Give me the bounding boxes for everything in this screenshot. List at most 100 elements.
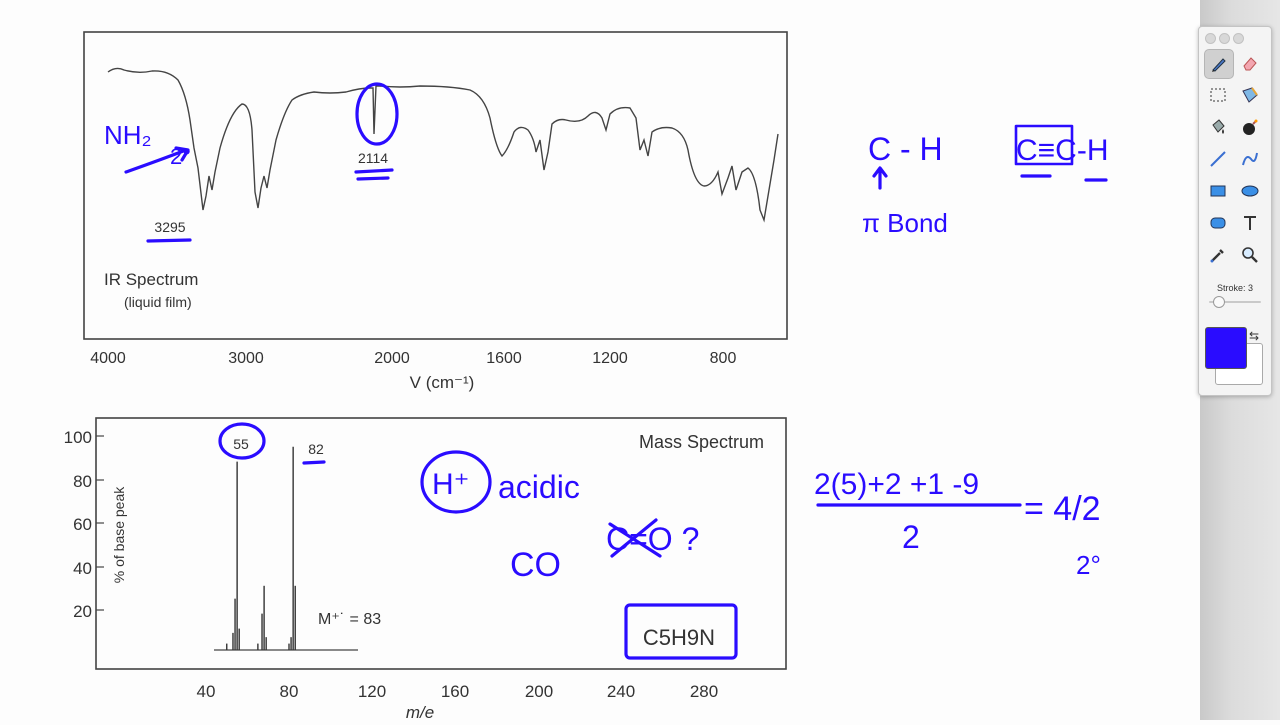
stroke-label: Stroke: 3 [1216, 283, 1254, 293]
zoom-dot-icon[interactable] [1233, 33, 1244, 44]
rounded-rect-tool[interactable] [1204, 209, 1232, 237]
ms-frame [95, 417, 787, 670]
ink-box-formula [624, 603, 738, 660]
ms-x-ticks: 40 80 120 160 200 240 280 [197, 682, 719, 701]
magnifier-icon [1242, 247, 1258, 263]
ink-underline-2114 [354, 168, 394, 181]
ms-y-axis-label: % of base peak [111, 486, 127, 584]
minimize-dot-icon[interactable] [1219, 33, 1230, 44]
select-rect-tool[interactable] [1204, 81, 1232, 109]
ms-y-ticks: 100 80 60 40 20 [64, 428, 92, 621]
ink-text: NH₂ 2° C - H π Bond C≡C-H H⁺ acidic CO C… [104, 120, 1109, 584]
line-icon [1210, 151, 1226, 167]
ink-box-triple [1014, 124, 1074, 166]
ink-underline-82 [302, 460, 326, 465]
ir-tick-label: 1600 [486, 350, 522, 367]
ellipse-tool[interactable] [1236, 177, 1264, 205]
text-icon [1244, 216, 1256, 230]
ink-annotations [124, 82, 1108, 660]
swap-colors-icon[interactable]: ⇆ [1249, 329, 1260, 343]
ir-peak-label-3295: 3295 [154, 219, 185, 235]
eyedropper-tool[interactable] [1204, 241, 1232, 269]
ir-tick-label: 1200 [592, 350, 628, 367]
close-dot-icon[interactable] [1205, 33, 1216, 44]
stroke-slider-track[interactable] [1209, 301, 1261, 303]
ms-formula: C5H9N [643, 625, 715, 650]
select-rect-icon [1210, 88, 1226, 102]
ir-tick-label: 800 [710, 350, 737, 367]
foreground-color-swatch[interactable] [1205, 327, 1247, 369]
text-tool[interactable] [1236, 209, 1264, 237]
ink-dbe-final: 2° [1076, 550, 1101, 580]
rounded-rect-icon [1210, 217, 1226, 229]
ms-title: Mass Spectrum [639, 432, 764, 452]
ink-triple: C≡C-H [1016, 134, 1109, 167]
drawing-canvas[interactable]: 4000 3000 2000 1600 1200 800 V (cm⁻¹) IR… [0, 0, 1200, 722]
ms-bars [226, 446, 296, 650]
ir-tick-label: 3000 [228, 350, 264, 367]
ms-x-tick-label: 160 [441, 682, 469, 701]
ms-x-tick-label: 120 [358, 682, 386, 701]
curve-tool[interactable] [1236, 145, 1264, 173]
ir-title: IR Spectrum [104, 270, 198, 289]
magnifier-tool[interactable] [1236, 241, 1264, 269]
ir-trace [107, 67, 779, 223]
ir-frame [83, 31, 788, 340]
ms-x-axis-label: m/e [406, 703, 434, 720]
ms-y-tick-label: 60 [73, 515, 92, 534]
ink-arrow-up [872, 166, 888, 190]
line-tool[interactable] [1204, 145, 1232, 173]
ms-y-tick-marks [96, 435, 104, 611]
ink-2: 2° [170, 144, 191, 169]
ms-y-tick-label: 100 [64, 428, 92, 447]
ink-hplus: H⁺ [432, 468, 470, 501]
ir-x-axis-label: V (cm⁻¹) [410, 373, 475, 392]
ms-x-tick-label: 240 [607, 682, 635, 701]
fill-icon [1212, 119, 1225, 134]
bomb-icon [1243, 119, 1258, 135]
ms-x-tick-label: 40 [197, 682, 216, 701]
ms-peak-label-82: 82 [308, 441, 324, 457]
stroke-slider-knob[interactable] [1213, 296, 1225, 308]
tool-palette[interactable]: Stroke: 3 ⇆ [1198, 26, 1272, 396]
ir-peak-label-2114: 2114 [358, 150, 388, 166]
ink-alkyne-ch: C - H [868, 131, 943, 167]
clear-tool[interactable] [1236, 113, 1264, 141]
ink-dbe-denominator: 2 [902, 519, 920, 555]
ink-circle-55 [218, 422, 266, 460]
ink-acidic: acidic [498, 469, 580, 505]
ink-circle-2114 [355, 82, 399, 146]
rectangle-tool[interactable] [1204, 177, 1232, 205]
ms-y-tick-label: 20 [73, 602, 92, 621]
ms-x-tick-label: 280 [690, 682, 718, 701]
ink-arrow-nh2 [124, 146, 190, 174]
ink-co-cross: C=O ? [606, 521, 699, 557]
pen-icon [1212, 58, 1226, 72]
ms-y-tick-label: 40 [73, 559, 92, 578]
ink-co: CO [510, 546, 561, 584]
ink-cross-co [608, 518, 662, 558]
rectangle-icon [1210, 185, 1226, 197]
ms-x-tick-label: 80 [280, 682, 299, 701]
eyedropper-icon [1210, 249, 1224, 263]
whiteboard-svg: 4000 3000 2000 1600 1200 800 V (cm⁻¹) IR… [64, 31, 1109, 722]
ms-peak-label-55: 55 [233, 436, 249, 452]
ink-circle-hplus [420, 450, 492, 514]
ink-dbe-result: = 4/2 [1024, 490, 1101, 528]
ink-underline-triple [1020, 174, 1108, 182]
eraser-icon [1243, 57, 1257, 71]
ink-dbe-numerator: 2(5)+2 +1 -9 [814, 468, 979, 501]
pen-tool[interactable] [1204, 49, 1234, 79]
ms-molecular-ion: M⁺˙ = 83 [318, 611, 381, 628]
ir-tick-label: 2000 [374, 350, 410, 367]
fill-tool[interactable] [1204, 113, 1232, 141]
ir-tick-label: 4000 [90, 350, 126, 367]
ink-underline-3295 [146, 238, 192, 243]
select-lasso-tool[interactable] [1236, 81, 1264, 109]
curve-icon [1242, 152, 1258, 166]
ellipse-icon [1241, 185, 1259, 197]
ms-x-tick-label: 200 [525, 682, 553, 701]
ink-pi-bond: π Bond [862, 208, 948, 238]
select-lasso-icon [1242, 87, 1258, 103]
eraser-tool[interactable] [1236, 49, 1264, 77]
